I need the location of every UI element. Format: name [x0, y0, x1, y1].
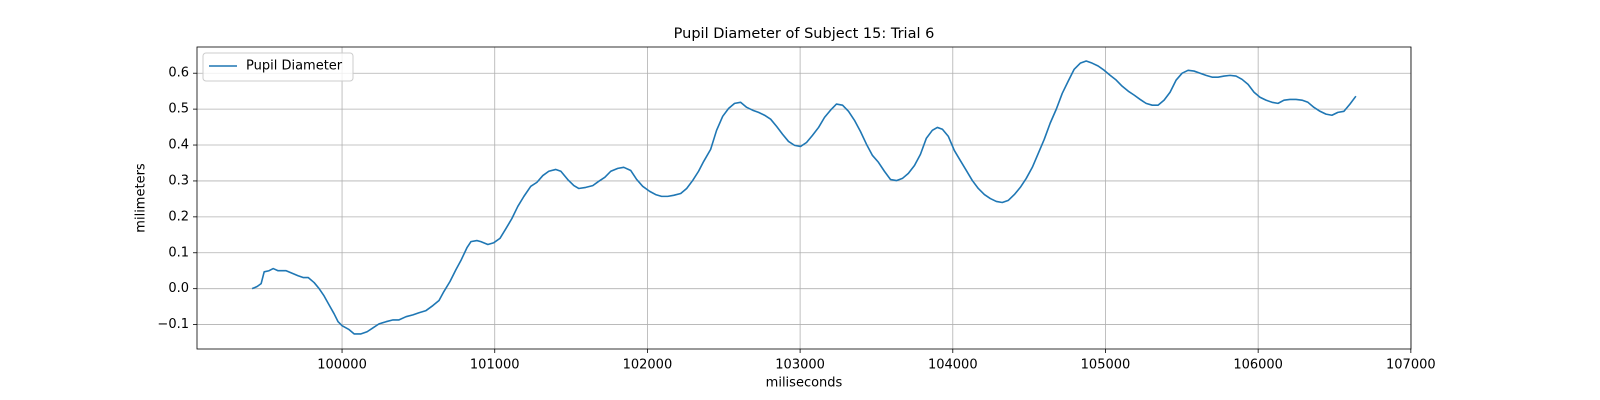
y-tick-label: 0.2 [168, 209, 189, 224]
data-line [251, 60, 1357, 335]
legend-label: Pupil Diameter [246, 59, 343, 74]
y-tick-label: 0.0 [168, 281, 189, 296]
x-tick-label: 104000 [928, 358, 978, 373]
y-axis-label: milimeters [134, 163, 149, 233]
x-tick-label: 102000 [623, 358, 673, 373]
legend-box [202, 52, 354, 82]
x-tick-label: 101000 [470, 358, 520, 373]
x-tick-label: 105000 [1081, 358, 1131, 373]
y-tick-label: 0.4 [168, 138, 189, 153]
y-tick-label: 0.5 [168, 102, 189, 117]
x-axis-label: miliseconds [766, 376, 843, 391]
plot-frame [196, 46, 1412, 350]
y-tick-label: −0.1 [157, 317, 189, 332]
x-tick-label: 106000 [1233, 358, 1283, 373]
y-tick-label: 0.6 [168, 66, 189, 81]
x-tick-label: 103000 [775, 358, 825, 373]
y-tick-label: 0.3 [168, 173, 189, 188]
chart-title: Pupil Diameter of Subject 15: Trial 6 [674, 26, 935, 42]
x-tick-label: 107000 [1386, 358, 1436, 373]
y-tick-label: 0.1 [168, 245, 189, 260]
x-tick-label: 100000 [317, 358, 367, 373]
